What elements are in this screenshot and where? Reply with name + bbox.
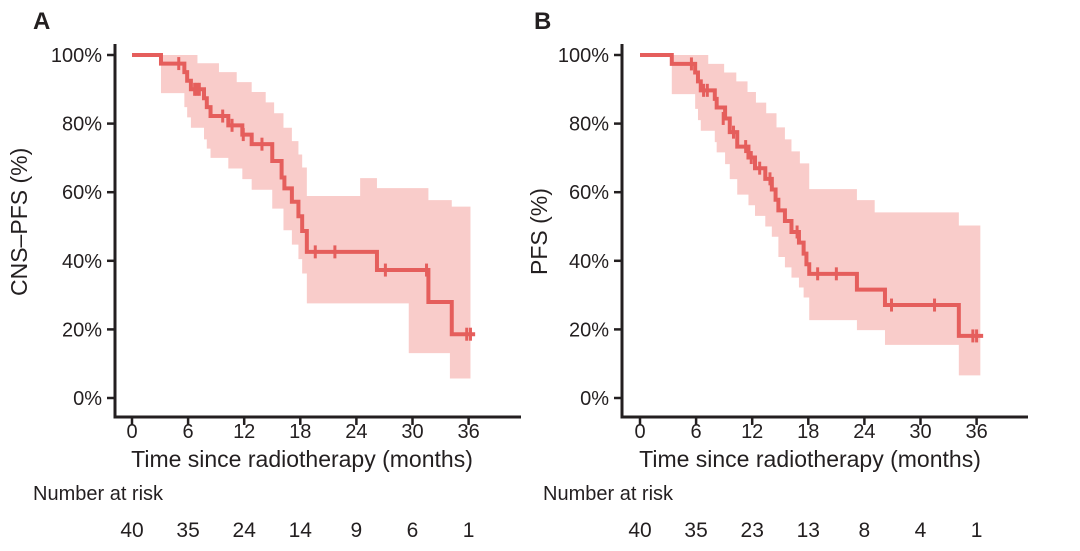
number-at-risk-label-a: Number at risk: [33, 483, 164, 505]
risk-count: 1: [463, 519, 475, 542]
risk-count: 24: [233, 519, 257, 542]
x-tick-label: 6: [183, 421, 194, 443]
x-axis-title-a: Time since radiotherapy (months): [131, 446, 473, 472]
risk-count: 40: [120, 519, 143, 542]
x-tick-label: 0: [634, 421, 645, 443]
y-tick-label: 40%: [569, 251, 609, 273]
km-plot-panel-a: 100% 80% 60% 40% 20% 0% 0 6 12 18 24 30 36 40 35 24 14 9 6…: [51, 44, 521, 542]
risk-count: 1: [971, 519, 983, 542]
x-axis-title-b: Time since radiotherapy (months): [639, 446, 981, 472]
y-tick-label: 60%: [62, 182, 102, 204]
x-tick-label: 0: [126, 421, 137, 443]
y-tick-label: 80%: [569, 114, 609, 136]
risk-count: 35: [684, 519, 707, 542]
y-tick-label: 20%: [569, 319, 609, 341]
risk-count: 14: [289, 519, 313, 542]
x-tick-label: 36: [965, 421, 987, 443]
y-tick-label: 40%: [62, 251, 102, 273]
panel-label-a: A: [33, 8, 51, 35]
risk-count: 13: [797, 519, 820, 542]
y-tick-label: 100%: [51, 45, 102, 67]
y-tick-label: 0%: [73, 388, 102, 410]
km-plot-panel-b: 100% 80% 60% 40% 20% 0% 0 6 12 18 24 30 36 40 35 23 13 8 4…: [558, 44, 1028, 542]
x-tick-label: 12: [233, 421, 255, 443]
x-tick-label: 18: [289, 421, 311, 443]
x-tick-label: 30: [909, 421, 931, 443]
x-tick-label: 18: [797, 421, 819, 443]
confidence-band: [640, 55, 981, 376]
risk-count: 40: [628, 519, 651, 542]
y-tick-label: 20%: [62, 319, 102, 341]
number-at-risk-label-b: Number at risk: [543, 483, 674, 505]
x-tick-label: 24: [345, 421, 367, 443]
risk-count: 6: [407, 519, 419, 542]
risk-count: 8: [859, 519, 871, 542]
x-tick-label: 24: [853, 421, 875, 443]
y-tick-label: 60%: [569, 182, 609, 204]
y-tick-label: 0%: [580, 388, 609, 410]
x-tick-label: 30: [401, 421, 423, 443]
x-tick-label: 36: [457, 421, 479, 443]
x-tick-label: 6: [691, 421, 702, 443]
risk-count: 9: [351, 519, 363, 542]
y-tick-label: 80%: [62, 114, 102, 136]
risk-count: 35: [176, 519, 199, 542]
panel-label-b: B: [534, 8, 552, 35]
risk-count: 4: [915, 519, 927, 542]
x-tick-label: 12: [741, 421, 763, 443]
risk-count: 23: [741, 519, 764, 542]
y-tick-label: 100%: [558, 45, 609, 67]
